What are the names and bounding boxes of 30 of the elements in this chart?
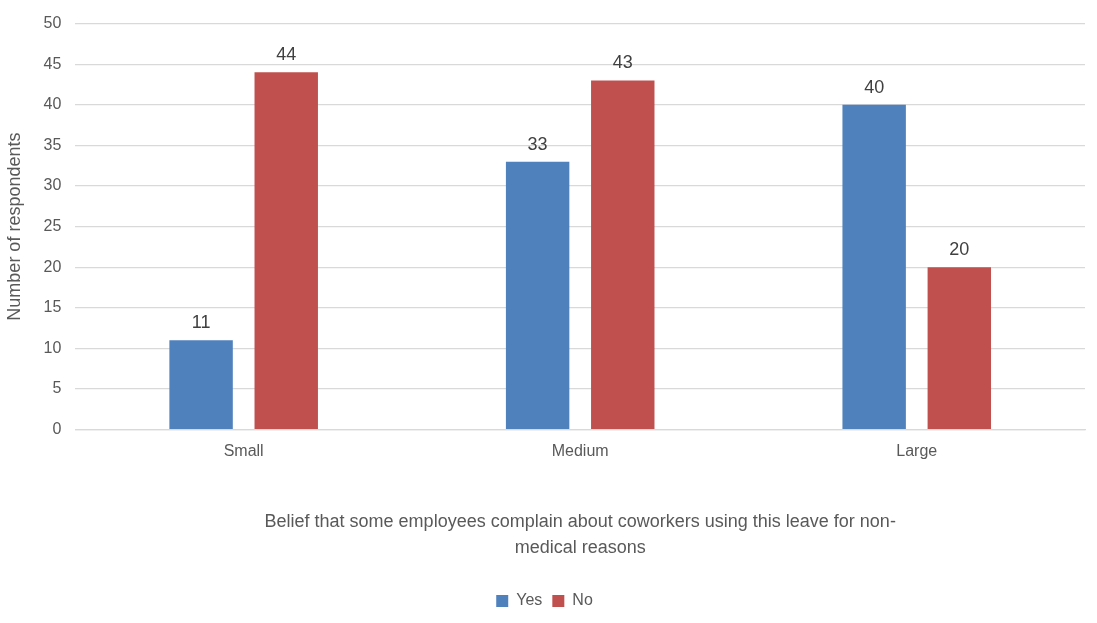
- y-tick-label: 35: [43, 135, 62, 153]
- y-tick-label: 0: [52, 420, 62, 438]
- y-tick-label: 5: [52, 379, 62, 397]
- y-axis-title: Number of respondents: [3, 132, 24, 321]
- y-tick-label: 50: [43, 14, 62, 32]
- x-tick-label: Large: [896, 441, 938, 459]
- x-tick-label: Medium: [551, 441, 609, 459]
- x-axis-title: Belief that some employees complain about coworkers using this leave for non-medical reasons: [264, 510, 896, 557]
- bar: [591, 80, 655, 429]
- y-tick-label: 15: [43, 298, 62, 316]
- y-tick-label: 10: [43, 338, 62, 356]
- data-label: 33: [527, 133, 548, 154]
- bar: [842, 104, 906, 429]
- bar: [505, 161, 570, 429]
- bar: [927, 267, 992, 429]
- data-label: 44: [276, 44, 297, 65]
- data-label: 40: [864, 76, 885, 97]
- bar: [254, 72, 318, 429]
- legend-label: No: [572, 591, 593, 609]
- data-label: 20: [949, 239, 970, 260]
- y-tick-label: 25: [43, 217, 62, 235]
- y-tick-label: 30: [43, 176, 62, 194]
- data-label: 11: [191, 312, 211, 333]
- x-tick-label: Small: [223, 441, 264, 459]
- data-label: 43: [612, 52, 633, 73]
- y-tick-label: 20: [43, 257, 62, 275]
- y-tick-label: 40: [43, 95, 62, 113]
- legend-label: Yes: [516, 591, 543, 609]
- y-tick-label: 45: [43, 54, 62, 72]
- bar: [169, 340, 233, 429]
